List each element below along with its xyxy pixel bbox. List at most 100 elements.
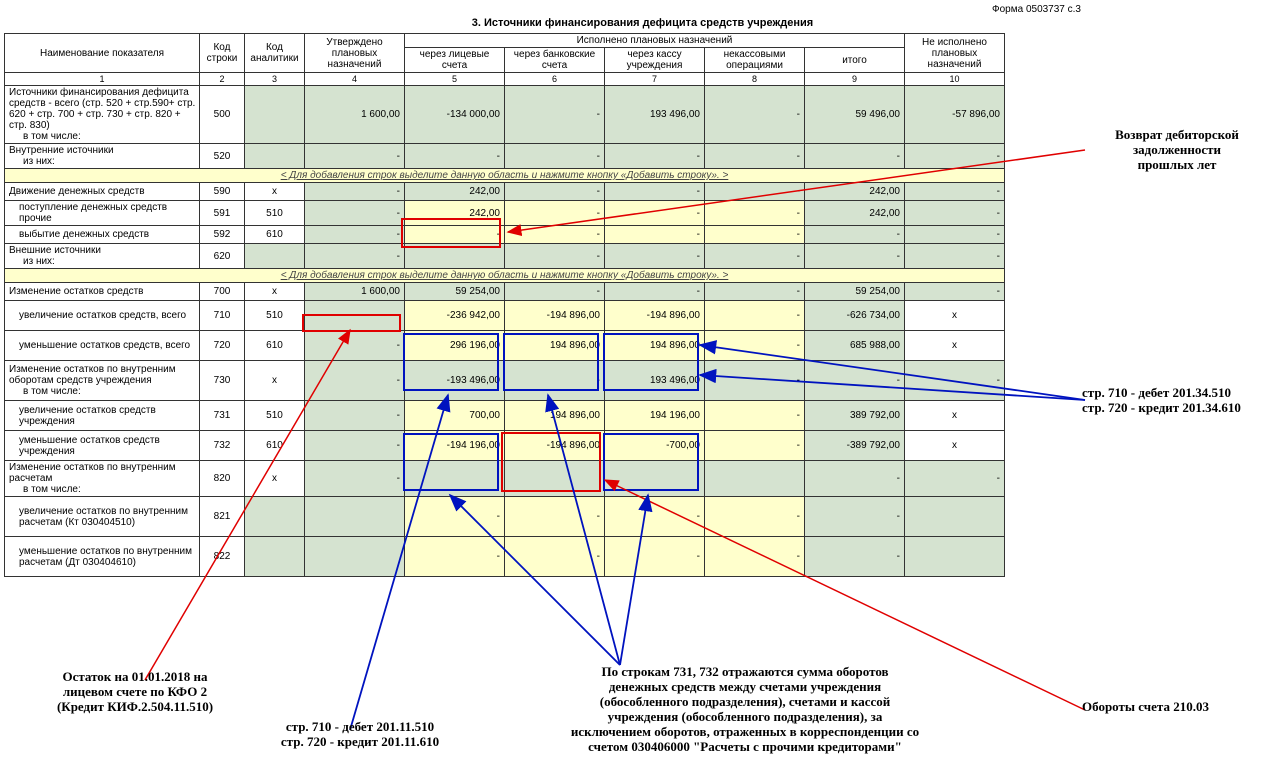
- r700-v9: 59 254,00: [805, 283, 905, 301]
- row-821: увеличение остатков по внутренним расчет…: [5, 497, 1005, 537]
- r720-v6[interactable]: 194 896,00: [505, 331, 605, 361]
- r520-v9: -: [805, 144, 905, 169]
- head-c7: через кассу учреждения: [605, 48, 705, 73]
- r821-v6[interactable]: -: [505, 497, 605, 537]
- r821-v5[interactable]: -: [405, 497, 505, 537]
- section-title: 3. Источники финансирования дефицита сре…: [4, 17, 1277, 29]
- r590-v8: -: [705, 183, 805, 201]
- r590-v6: -: [505, 183, 605, 201]
- r592-v7[interactable]: -: [605, 226, 705, 244]
- add-row-1[interactable]: < Для добавления строк выделите данную о…: [5, 169, 1005, 183]
- r732-name: уменьшение остатков средств учреждения: [5, 431, 200, 461]
- r822-anal: [245, 537, 305, 577]
- row-820: Изменение остатков по внутренним расчета…: [5, 461, 1005, 497]
- row-731: увеличение остатков средств учреждения 7…: [5, 401, 1005, 431]
- r710-v5[interactable]: -236 942,00: [405, 301, 505, 331]
- r592-v6[interactable]: -: [505, 226, 605, 244]
- r591-v4: -: [305, 201, 405, 226]
- r730-code: 730: [200, 361, 245, 401]
- head-unexec: Не исполнено плановых назначений: [905, 34, 1005, 73]
- r730-v9: -: [805, 361, 905, 401]
- head-name: Наименование показателя: [5, 34, 200, 73]
- r732-v7[interactable]: -700,00: [605, 431, 705, 461]
- r620-anal: [245, 244, 305, 269]
- r592-v5[interactable]: -: [405, 226, 505, 244]
- r700-name: Изменение остатков средств: [5, 283, 200, 301]
- add-row-2[interactable]: < Для добавления строк выделите данную о…: [5, 269, 1005, 283]
- r590-v10: -: [905, 183, 1005, 201]
- r821-v9: -: [805, 497, 905, 537]
- r710-v8[interactable]: -: [705, 301, 805, 331]
- r620-v7: -: [605, 244, 705, 269]
- r732-v4: -: [305, 431, 405, 461]
- head-c5: через лицевые счета: [405, 48, 505, 73]
- row-822: уменьшение остатков по внутренним расчет…: [5, 537, 1005, 577]
- r822-v8[interactable]: -: [705, 537, 805, 577]
- r500-v5: -134 000,00: [405, 86, 505, 144]
- r732-v6[interactable]: -194 896,00: [505, 431, 605, 461]
- r590-v7: -: [605, 183, 705, 201]
- r822-v7[interactable]: -: [605, 537, 705, 577]
- r720-v7[interactable]: 194 896,00: [605, 331, 705, 361]
- r732-v8[interactable]: -: [705, 431, 805, 461]
- r731-v6[interactable]: 194 896,00: [505, 401, 605, 431]
- r822-v6[interactable]: -: [505, 537, 605, 577]
- r520-v4: -: [305, 144, 405, 169]
- r710-v6[interactable]: -194 896,00: [505, 301, 605, 331]
- r500-anal: [245, 86, 305, 144]
- r731-v7[interactable]: 194 196,00: [605, 401, 705, 431]
- r700-v5: 59 254,00: [405, 283, 505, 301]
- r732-code: 732: [200, 431, 245, 461]
- r820-v4: -: [305, 461, 405, 497]
- r820-v10: -: [905, 461, 1005, 497]
- r730-v8: -: [705, 361, 805, 401]
- r620-v4: -: [305, 244, 405, 269]
- r821-v7[interactable]: -: [605, 497, 705, 537]
- r591-v7[interactable]: -: [605, 201, 705, 226]
- head-code: Код строки: [200, 34, 245, 73]
- r821-v8[interactable]: -: [705, 497, 805, 537]
- colnum-9: 9: [805, 73, 905, 86]
- r700-anal: x: [245, 283, 305, 301]
- head-anal: Код аналитики: [245, 34, 305, 73]
- r820-v5: [405, 461, 505, 497]
- r732-v10: x: [905, 431, 1005, 461]
- r732-v5[interactable]: -194 196,00: [405, 431, 505, 461]
- r730-v7: 193 496,00: [605, 361, 705, 401]
- r592-v10: -: [905, 226, 1005, 244]
- r500-v6: -: [505, 86, 605, 144]
- r591-v10: -: [905, 201, 1005, 226]
- r620-v9: -: [805, 244, 905, 269]
- r731-v5[interactable]: 700,00: [405, 401, 505, 431]
- colnum-4: 4: [305, 73, 405, 86]
- r700-v4: 1 600,00: [305, 283, 405, 301]
- r700-v6: -: [505, 283, 605, 301]
- colnum-6: 6: [505, 73, 605, 86]
- r591-code: 591: [200, 201, 245, 226]
- r822-v5[interactable]: -: [405, 537, 505, 577]
- r720-v5[interactable]: 296 196,00: [405, 331, 505, 361]
- annot-731-732: По строкам 731, 732 отражаются сумма обо…: [530, 665, 960, 755]
- r732-v9: -389 792,00: [805, 431, 905, 461]
- r591-v5[interactable]: 242,00: [405, 201, 505, 226]
- r730a-name: в том числе:: [9, 386, 81, 397]
- r820-code: 820: [200, 461, 245, 497]
- r821-code: 821: [200, 497, 245, 537]
- r822-v4: [305, 537, 405, 577]
- r591-v8[interactable]: -: [705, 201, 805, 226]
- r710-name: увеличение остатков средств, всего: [5, 301, 200, 331]
- r500-v4: 1 600,00: [305, 86, 405, 144]
- r720-v8[interactable]: -: [705, 331, 805, 361]
- r591-v6[interactable]: -: [505, 201, 605, 226]
- row-590: Движение денежных средств 590 x - 242,00…: [5, 183, 1005, 201]
- r710-v7[interactable]: -194 896,00: [605, 301, 705, 331]
- r590-v5: 242,00: [405, 183, 505, 201]
- r700-v7: -: [605, 283, 705, 301]
- r731-v8[interactable]: -: [705, 401, 805, 431]
- r592-anal: 610: [245, 226, 305, 244]
- r700-v10: -: [905, 283, 1005, 301]
- annot-debtor-return: Возврат дебиторскойзадолженностипрошлых …: [1082, 128, 1272, 173]
- r590-code: 590: [200, 183, 245, 201]
- add-row-1-text: < Для добавления строк выделите данную о…: [281, 170, 729, 181]
- r592-v8[interactable]: -: [705, 226, 805, 244]
